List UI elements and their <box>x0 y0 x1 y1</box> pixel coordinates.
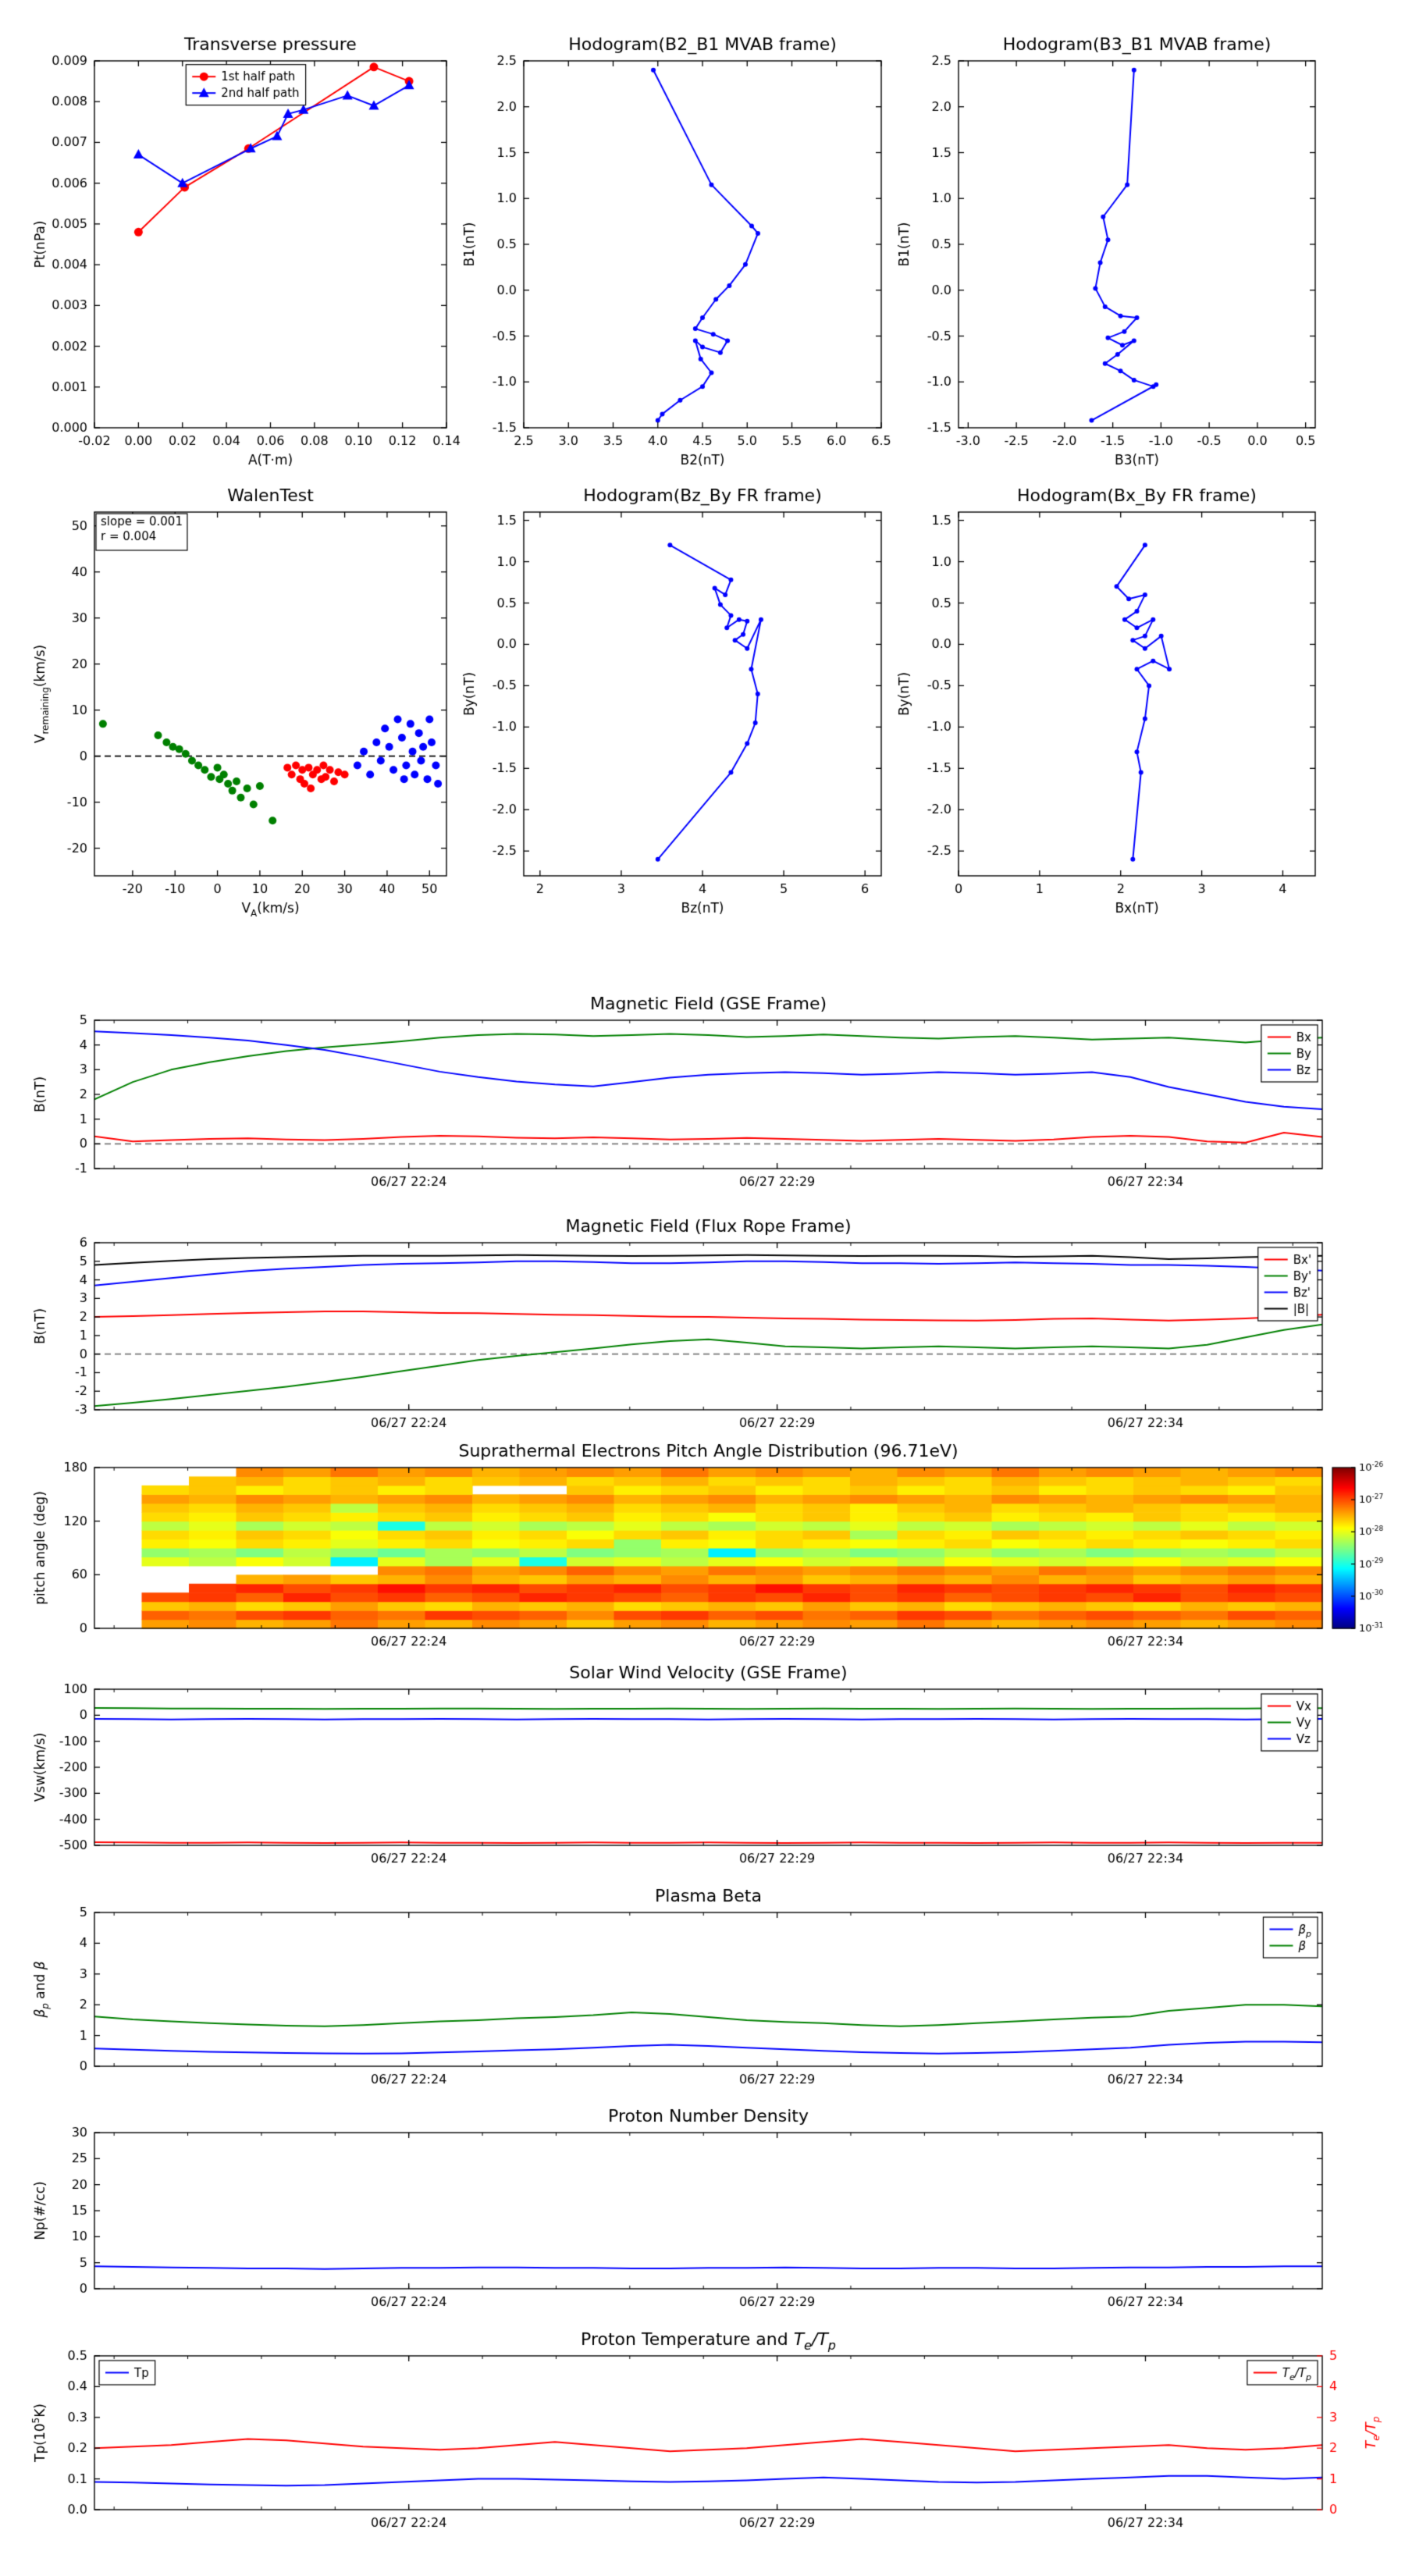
beta-chart <box>16 1875 1405 2109</box>
panel-solar-wind-velocity <box>16 1652 1405 1888</box>
panel-magnetic-field-flux-rope <box>16 1205 1405 1453</box>
panel-hodogram-b3b1 <box>880 23 1401 471</box>
panel-magnetic-field-gse <box>16 983 1405 1212</box>
panel-hodogram-b2b1 <box>446 23 967 471</box>
hodogram-bxby-chart <box>880 475 1401 919</box>
panel-proton-number-density <box>16 2095 1405 2332</box>
panel-hodogram-bxby <box>880 475 1401 919</box>
np-chart <box>16 2095 1405 2332</box>
panel-proton-temperature <box>16 2318 1405 2553</box>
temp-chart <box>16 2318 1405 2553</box>
hodogram-b2b1-chart <box>446 23 967 471</box>
hodogram-b3b1-chart <box>880 23 1401 471</box>
pad-chart <box>16 1430 1405 1671</box>
vsw-chart <box>16 1652 1405 1888</box>
mag-fr-chart <box>16 1205 1405 1453</box>
panel-plasma-beta <box>16 1875 1405 2109</box>
panel-pitch-angle-distribution <box>16 1430 1405 1671</box>
mag-gse-chart <box>16 983 1405 1212</box>
hodogram-bzby-chart <box>446 475 967 919</box>
panel-hodogram-bzby <box>446 475 967 919</box>
